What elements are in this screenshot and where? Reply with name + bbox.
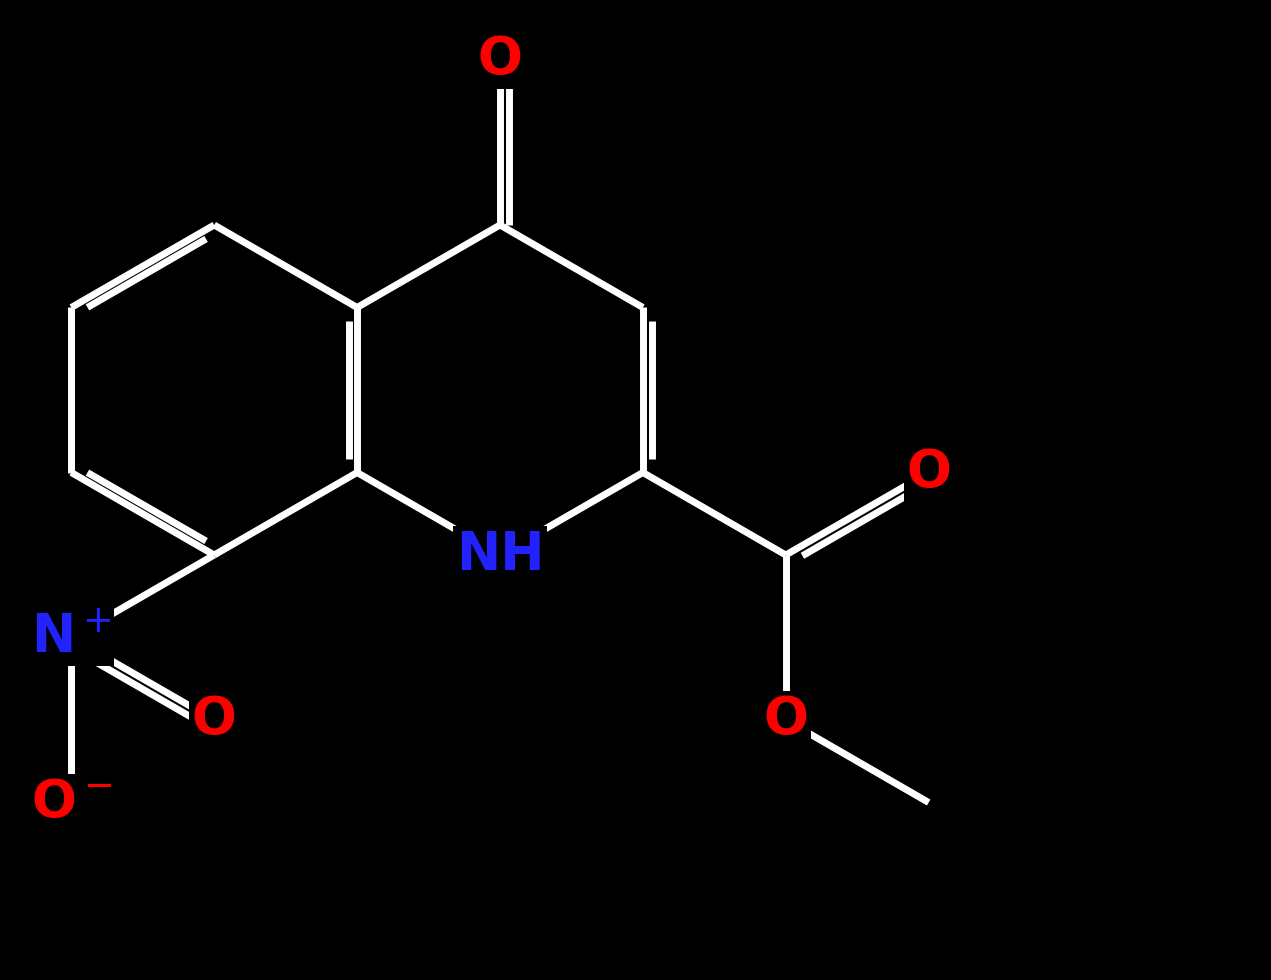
Text: NH: NH bbox=[456, 529, 544, 581]
Text: O: O bbox=[478, 34, 522, 86]
Text: O: O bbox=[764, 694, 808, 746]
Text: N$^+$: N$^+$ bbox=[31, 612, 112, 663]
Text: O: O bbox=[192, 694, 236, 746]
Text: O$^-$: O$^-$ bbox=[31, 776, 112, 828]
Text: O: O bbox=[906, 447, 951, 499]
